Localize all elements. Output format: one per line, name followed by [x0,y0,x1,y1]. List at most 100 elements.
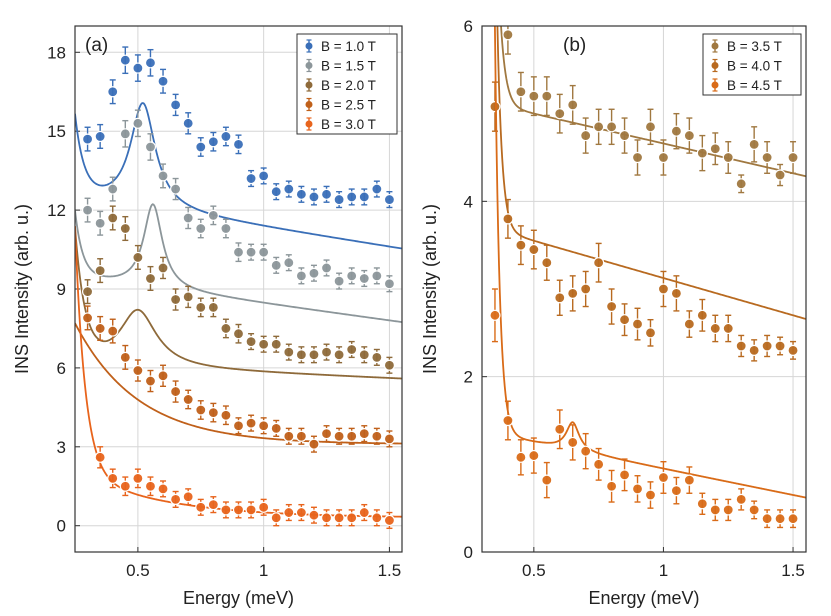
plot-area [75,46,402,530]
data-point [722,322,734,335]
data-point [333,349,345,361]
data-point [283,257,295,269]
data-point [541,474,553,486]
data-point [144,480,157,492]
data-point [132,117,144,129]
legend-box [296,33,398,135]
data-point [132,472,144,484]
data-point [283,430,295,442]
data-point [207,301,219,314]
data-point [657,283,670,295]
data-point [144,375,157,387]
data-point [683,474,695,486]
x-tick-label: 0.5 [522,561,546,580]
data-point [722,504,734,516]
data-point [761,151,773,164]
data-point [182,491,194,503]
data-point [207,499,219,511]
legend-entry: B = 4.5 T [711,78,782,93]
data-point [144,141,157,153]
data-point [515,451,527,463]
data-point [245,417,257,429]
fit-curve [494,26,806,499]
data-point [119,54,131,66]
data-point [157,262,169,274]
data-point [81,312,94,324]
data-point [195,501,207,513]
data-point [528,243,540,256]
data-point [554,108,566,120]
data-point [631,318,644,330]
data-point [220,130,232,143]
data-point [644,121,657,133]
data-point [207,407,219,419]
legend-label: B = 1.5 T [321,59,376,74]
data-point [270,338,282,350]
y-axis-title: INS Intensity (arb. u.) [420,204,440,374]
data-point [320,428,333,440]
data-point [358,272,370,285]
data-point [258,338,270,350]
data-point [618,469,631,481]
data-point [157,75,169,87]
data-point [308,191,320,203]
data-point [735,493,747,505]
data-point [709,322,721,335]
data-point [502,213,514,225]
data-point [270,512,282,524]
fit-curve [75,102,402,250]
legend-label: B = 3.0 T [321,117,376,132]
data-point [644,489,657,501]
data-point [295,349,307,361]
data-point [670,287,683,299]
axes-frame [481,25,807,553]
panel-b: 0.5 1 1.5 0 2 4 6 Energy (meV) INS Intensity (ar… [420,17,807,608]
data-point [709,504,721,516]
legend: B = 1.0 T B = 1.5 T B = 2.0 T B = 2.5 T B = … [296,33,398,135]
data-point [320,188,333,200]
data-point [182,212,194,224]
data-point [182,393,194,406]
data-point [683,318,695,330]
data-point [567,287,579,299]
data-point [270,259,282,271]
legend-label: B = 4.0 T [727,59,782,74]
data-point [245,336,257,348]
data-point [107,86,119,98]
legend-label: B = 1.0 T [321,39,376,54]
data-point [696,498,708,510]
data-point [94,322,106,335]
data-point [631,483,644,495]
data-point [383,433,396,445]
legend-label: B = 4.5 T [727,78,782,93]
y-tick-label: 18 [47,43,66,62]
data-point [119,351,131,363]
data-point [605,121,618,133]
data-point [132,251,144,264]
data-point [320,262,333,274]
data-point [308,438,320,450]
data-point [333,193,345,206]
data-point [170,183,182,195]
data-point [232,504,245,516]
legend-box [702,33,802,96]
data-point [567,99,579,111]
data-point [157,370,169,382]
data-point [232,246,245,258]
data-point [371,270,383,282]
data-point [119,128,131,140]
y-tick-label: 0 [57,517,66,536]
data-point [748,138,760,150]
data-point [787,344,799,356]
data-point [119,480,131,492]
data-point [761,340,773,352]
legend-entry: B = 3.5 T [711,39,782,54]
data-point [245,246,257,258]
data-point [232,138,245,150]
data-point [195,301,207,314]
data-point [81,133,94,145]
fit-curve [75,322,402,445]
fit-curve [496,26,806,320]
data-point [258,420,270,432]
data-point [232,328,245,340]
